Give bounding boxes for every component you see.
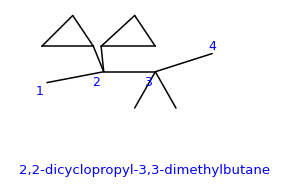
Text: 4: 4 [208, 40, 216, 53]
Text: 2: 2 [92, 76, 100, 89]
Text: 3: 3 [144, 76, 151, 89]
Text: 1: 1 [35, 85, 43, 98]
Text: 2,2-dicyclopropyl-3,3-dimethylbutane: 2,2-dicyclopropyl-3,3-dimethylbutane [19, 164, 271, 177]
